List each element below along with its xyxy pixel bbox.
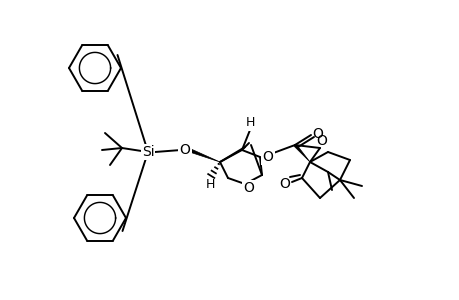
Polygon shape (188, 148, 219, 162)
Text: H: H (205, 178, 214, 191)
Text: Si: Si (141, 145, 154, 159)
Text: O: O (316, 134, 327, 148)
Text: O: O (312, 127, 323, 141)
Text: O: O (243, 181, 254, 195)
Text: O: O (262, 150, 273, 164)
Text: H: H (245, 116, 254, 130)
Polygon shape (293, 144, 309, 162)
Text: O: O (279, 177, 290, 191)
Text: O: O (179, 143, 190, 157)
